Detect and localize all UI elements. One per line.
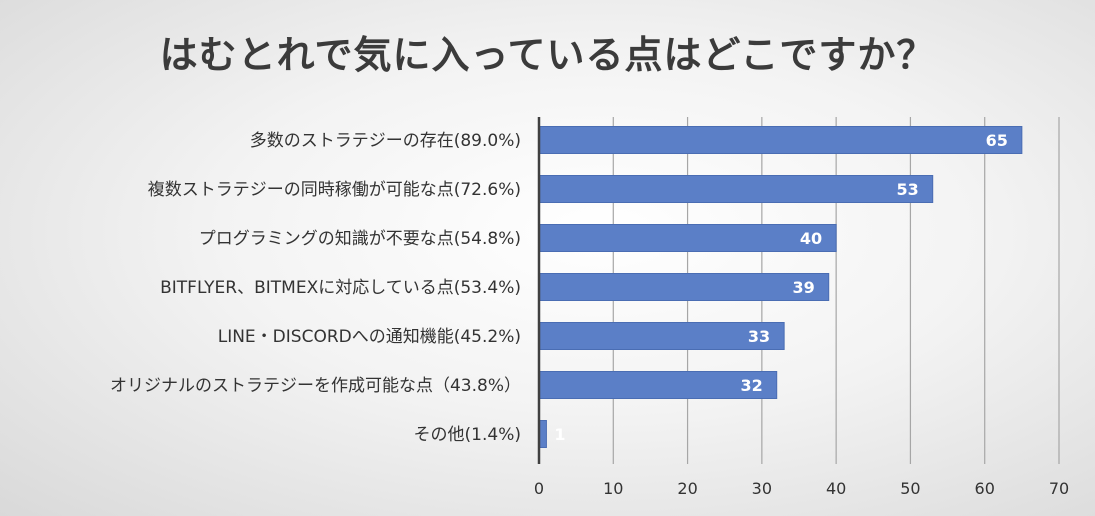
data-label-6: 1 bbox=[554, 425, 565, 444]
category-label-2: プログラミングの知識が不要な点(54.8%) bbox=[199, 229, 521, 249]
category-label-3: BITFLYER、BITMEXに対応している点(53.4%) bbox=[160, 278, 521, 298]
category-label-0: 多数のストラテジーの存在(89.0%) bbox=[250, 131, 521, 151]
data-labels: 65 53 40 39 33 32 1 bbox=[554, 131, 1007, 444]
bar-0 bbox=[538, 126, 1023, 154]
data-label-1: 53 bbox=[896, 180, 918, 199]
chart-title: はむとれで気に入っている点はどこですか？ bbox=[159, 33, 936, 77]
bar-1 bbox=[538, 175, 934, 203]
bar-4 bbox=[538, 322, 785, 350]
x-tick-label-70: 70 bbox=[1049, 479, 1069, 498]
category-label-6: その他(1.4%) bbox=[414, 425, 521, 445]
bar-2 bbox=[538, 224, 837, 252]
x-tick-label-60: 60 bbox=[975, 479, 995, 498]
bar-3 bbox=[538, 273, 830, 301]
x-tick-label-30: 30 bbox=[752, 479, 772, 498]
data-label-4: 33 bbox=[748, 327, 770, 346]
bars bbox=[538, 126, 1023, 448]
data-label-5: 32 bbox=[740, 376, 762, 395]
category-label-4: LINE・DISCORDへの通知機能(45.2%) bbox=[218, 327, 521, 347]
x-tick-label-50: 50 bbox=[900, 479, 920, 498]
category-label-1: 複数ストラテジーの同時稼働が可能な点(72.6%) bbox=[148, 180, 521, 200]
data-label-2: 40 bbox=[800, 229, 822, 248]
x-tick-label-10: 10 bbox=[603, 479, 623, 498]
category-label-5: オリジナルのストラテジーを作成可能な点（43.8%） bbox=[110, 376, 521, 396]
x-tick-label-40: 40 bbox=[826, 479, 846, 498]
data-label-0: 65 bbox=[986, 131, 1008, 150]
category-labels: 多数のストラテジーの存在(89.0%) 複数ストラテジーの同時稼働が可能な点(72… bbox=[110, 131, 521, 445]
x-tick-label-0: 0 bbox=[534, 479, 544, 498]
x-tick-labels: 0 10 20 30 40 50 60 70 bbox=[534, 479, 1069, 498]
x-tick-label-20: 20 bbox=[677, 479, 697, 498]
data-label-3: 39 bbox=[792, 278, 814, 297]
